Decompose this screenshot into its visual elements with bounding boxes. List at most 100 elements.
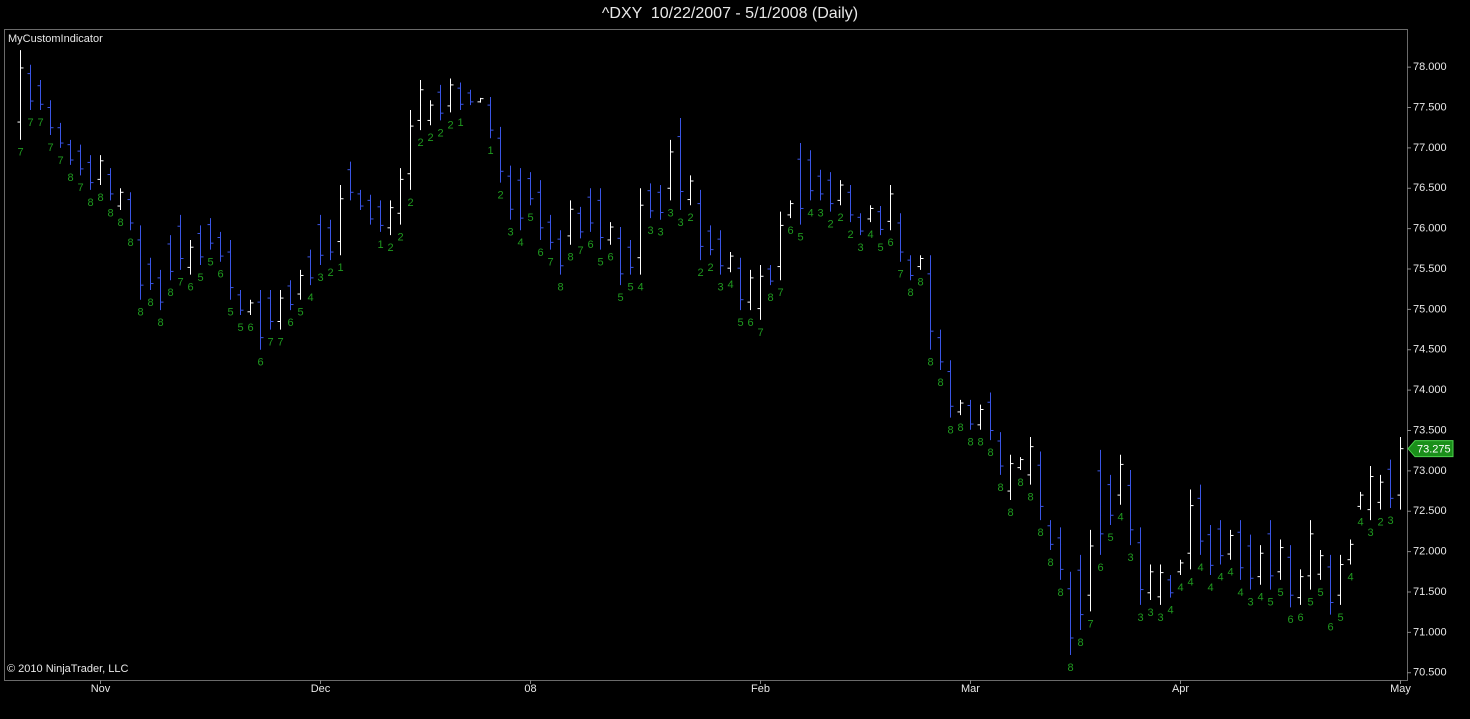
bar-label: 1 xyxy=(487,145,493,157)
bar-label: 6 xyxy=(257,357,263,369)
last-price-tag xyxy=(1407,440,1454,458)
bar-label: 4 xyxy=(1177,582,1183,594)
chart-title: ^DXY 10/22/2007 - 5/1/2008 (Daily) xyxy=(602,5,858,22)
bar-label: 8 xyxy=(1057,587,1063,599)
plot-border xyxy=(4,29,1408,681)
bar-label: 7 xyxy=(17,147,23,159)
bar-label: 2 xyxy=(697,267,703,279)
bar-label: 8 xyxy=(1017,477,1023,489)
bar-label: 5 xyxy=(1267,596,1273,608)
y-tick-label: 71.000 xyxy=(1413,626,1447,638)
bar-label: 5 xyxy=(737,317,743,329)
bar-label: 3 xyxy=(317,272,323,284)
bar-label: 4 xyxy=(867,229,873,241)
bar-label: 3 xyxy=(1247,596,1253,608)
y-tick-label: 73.000 xyxy=(1413,465,1447,477)
bar-label: 6 xyxy=(1297,612,1303,624)
y-tick-label: 75.500 xyxy=(1413,263,1447,275)
bar-label: 2 xyxy=(827,219,833,231)
bar-label: 5 xyxy=(627,282,633,294)
bar-label: 3 xyxy=(647,225,653,237)
bar-label: 5 xyxy=(297,307,303,319)
bar-label: 8 xyxy=(87,197,93,209)
bar-label: 8 xyxy=(127,237,133,249)
bar-label: 8 xyxy=(987,447,993,459)
indicator-label: MyCustomIndicator xyxy=(8,33,103,45)
bar-label: 7 xyxy=(57,155,63,167)
bar-label: 2 xyxy=(687,212,693,224)
bar-label: 8 xyxy=(107,207,113,219)
bar-label: 6 xyxy=(787,225,793,237)
bar-label: 4 xyxy=(1227,567,1233,579)
bar-label: 2 xyxy=(427,132,433,144)
bar-label: 8 xyxy=(117,217,123,229)
x-tick-label: Mar xyxy=(961,683,980,695)
bar-label: 3 xyxy=(1127,552,1133,564)
bar-label: 7 xyxy=(777,287,783,299)
bar-label: 2 xyxy=(327,267,333,279)
bar-label: 3 xyxy=(507,227,513,239)
copyright: © 2010 NinjaTrader, LLC xyxy=(7,663,128,675)
bar-label: 8 xyxy=(977,437,983,449)
bar-label: 6 xyxy=(747,317,753,329)
bar-label: 7 xyxy=(757,327,763,339)
bar-label: 2 xyxy=(407,197,413,209)
x-tick-label: Nov xyxy=(91,683,111,695)
bar-label: 3 xyxy=(717,282,723,294)
y-tick-label: 78.000 xyxy=(1413,61,1447,73)
bar-label: 1 xyxy=(457,117,463,129)
y-tick-label: 72.500 xyxy=(1413,505,1447,517)
y-tick-label: 72.000 xyxy=(1413,546,1447,558)
bar-label: 4 xyxy=(1197,562,1203,574)
bar-label: 5 xyxy=(527,212,533,224)
bar-label: 1 xyxy=(337,262,343,274)
bar-label: 3 xyxy=(857,242,863,254)
bar-label: 8 xyxy=(147,297,153,309)
bar-label: 4 xyxy=(1357,517,1363,529)
bar-label: 5 xyxy=(597,257,603,269)
bar-label: 4 xyxy=(727,279,733,291)
bar-label: 5 xyxy=(1337,612,1343,624)
bar-label: 8 xyxy=(157,317,163,329)
bar-label: 5 xyxy=(197,272,203,284)
bar-label: 4 xyxy=(517,237,523,249)
bar-label: 5 xyxy=(617,292,623,304)
y-tick-label: 70.500 xyxy=(1413,667,1447,679)
last-price-label: 73.275 xyxy=(1417,444,1451,456)
bar-label: 7 xyxy=(577,245,583,257)
bar-label: 3 xyxy=(1157,612,1163,624)
bar-label: 3 xyxy=(817,207,823,219)
bar-label: 6 xyxy=(1097,562,1103,574)
bar-label: 2 xyxy=(1377,517,1383,529)
bar-label: 6 xyxy=(607,252,613,264)
x-tick-label: May xyxy=(1390,683,1411,695)
bar-label: 3 xyxy=(1367,527,1373,539)
bar-label: 6 xyxy=(887,237,893,249)
bar-label: 8 xyxy=(997,482,1003,494)
bar-label: 8 xyxy=(917,277,923,289)
bar-label: 8 xyxy=(1037,527,1043,539)
bar-label: 6 xyxy=(187,282,193,294)
bar-label: 5 xyxy=(1277,587,1283,599)
bar-label: 7 xyxy=(267,336,273,348)
bar-label: 3 xyxy=(677,217,683,229)
bar-label: 6 xyxy=(1327,622,1333,634)
bar-label: 6 xyxy=(247,322,253,334)
bar-label: 8 xyxy=(967,437,973,449)
bar-label: 2 xyxy=(397,232,403,244)
y-tick-label: 76.000 xyxy=(1413,223,1447,235)
bar-label: 8 xyxy=(1007,507,1013,519)
bar-label: 2 xyxy=(437,127,443,139)
bar-label: 8 xyxy=(167,287,173,299)
bar-label: 2 xyxy=(847,229,853,241)
bar-label: 4 xyxy=(307,292,313,304)
y-tick-label: 74.000 xyxy=(1413,384,1447,396)
bar-label: 3 xyxy=(1137,612,1143,624)
bar-label: 8 xyxy=(907,287,913,299)
bar-label: 2 xyxy=(417,137,423,149)
bar-label: 7 xyxy=(177,277,183,289)
bar-label: 8 xyxy=(927,357,933,369)
y-tick-label: 77.000 xyxy=(1413,142,1447,154)
bar-label: 8 xyxy=(557,282,563,294)
